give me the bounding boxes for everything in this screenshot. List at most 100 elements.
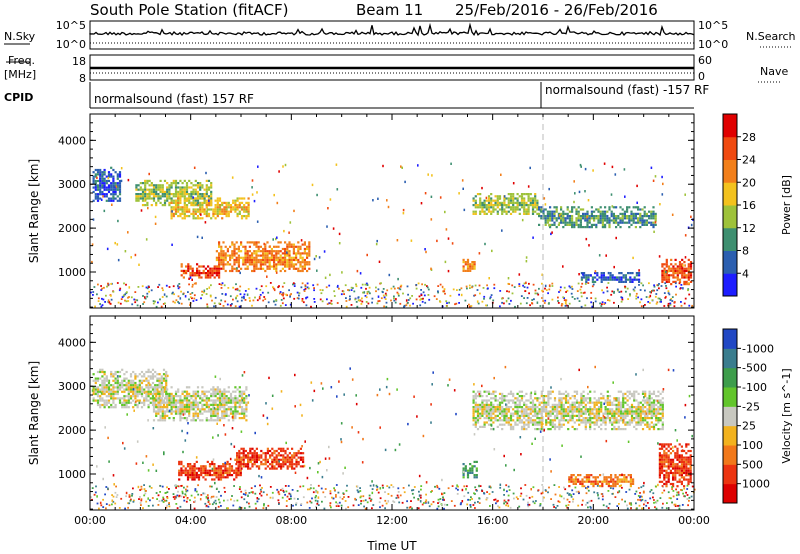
noise-cell [424,283,426,286]
noise-cell [573,180,575,183]
noise-cell [394,301,397,304]
echo-cell [240,452,243,455]
echo-cell [264,452,267,455]
echo-cell [593,423,596,426]
echo-cell [212,395,215,398]
noise-cell [103,286,105,289]
echo-cell [520,204,524,207]
echo-cell [205,399,208,402]
echo-cell [183,417,186,420]
echo-cell [631,280,634,283]
echo-cell [288,256,291,259]
noise-cell [386,289,389,292]
echo-cell [577,226,580,229]
echo-cell [588,226,591,229]
noise-cell [310,305,312,308]
echo-cell [575,399,579,402]
noise-cell [557,300,559,302]
noise-cell [213,302,216,305]
echo-cell [282,463,285,466]
noise-cell [281,293,283,296]
echo-cell [472,397,475,400]
noise-cell [423,294,426,297]
echo-cell [619,206,622,209]
echo-cell [536,428,539,431]
echo-cell [216,208,219,211]
echo-cell [618,280,621,283]
echo-cell [615,428,618,431]
echo-cell [473,267,476,270]
echo-cell [588,221,591,224]
echo-cell [186,474,190,477]
echo-cell [295,452,298,455]
echo-cell [201,392,204,395]
echo-cell [689,263,693,266]
echo-cell [170,182,173,185]
noise-cell [101,304,104,306]
echo-cell [170,193,173,196]
noise-cell [220,299,223,302]
echo-cell [553,408,557,411]
noise-cell [671,300,674,302]
echo-cell [196,386,200,389]
echo-cell [496,199,499,202]
echo-cell [485,414,488,417]
echo-cell [101,386,104,389]
echo-cell [633,410,636,413]
echo-cell [194,217,197,220]
echo-cell [564,408,568,411]
echo-cell [608,217,611,220]
noise-cell [441,285,444,289]
echo-cell [125,401,128,404]
noise-cell [251,304,253,307]
noise-cell [191,283,194,286]
echo-cell [253,263,256,266]
echo-cell [218,399,222,402]
echo-cell [674,276,677,279]
noise-cell [586,215,588,219]
echo-cell [195,471,198,474]
echo-cell [238,210,241,213]
noise-cell [673,305,676,308]
echo-cell [634,217,637,220]
echo-cell [145,384,148,387]
echo-cell [188,195,191,198]
echo-cell [244,250,247,253]
echo-cell [593,417,596,420]
noise-cell [134,291,137,293]
noise-cell [587,199,590,202]
echo-cell [179,197,182,200]
echo-cell [585,274,588,277]
echo-cell [96,377,100,380]
echo-cell [527,406,530,409]
echo-cell [183,188,186,191]
echo-cell [223,392,226,395]
echo-cell [240,401,244,404]
echo-cell [228,474,231,477]
echo-cell [205,215,208,218]
echo-cell [240,208,244,211]
echo-cell [538,223,541,226]
echo-cell [299,265,302,268]
echo-cell [157,386,160,389]
echo-cell [259,267,262,270]
echo-cell [170,412,173,415]
echo-cell [558,403,561,406]
echo-cell [182,469,185,472]
echo-cell [201,403,204,406]
noise-cell [189,296,192,299]
noise-cell [669,303,672,306]
echo-cell [523,197,526,200]
echo-cell [253,252,256,255]
echo-cell [161,406,164,409]
noise-cell [580,285,583,288]
echo-cell [474,410,477,413]
echo-cell [545,395,548,398]
echo-cell [547,428,550,431]
echo-cell [490,401,493,404]
echo-cell [595,412,598,415]
echo-cell [617,399,620,402]
echo-cell [637,410,640,413]
echo-cell [243,392,246,395]
echo-cell [549,412,552,415]
